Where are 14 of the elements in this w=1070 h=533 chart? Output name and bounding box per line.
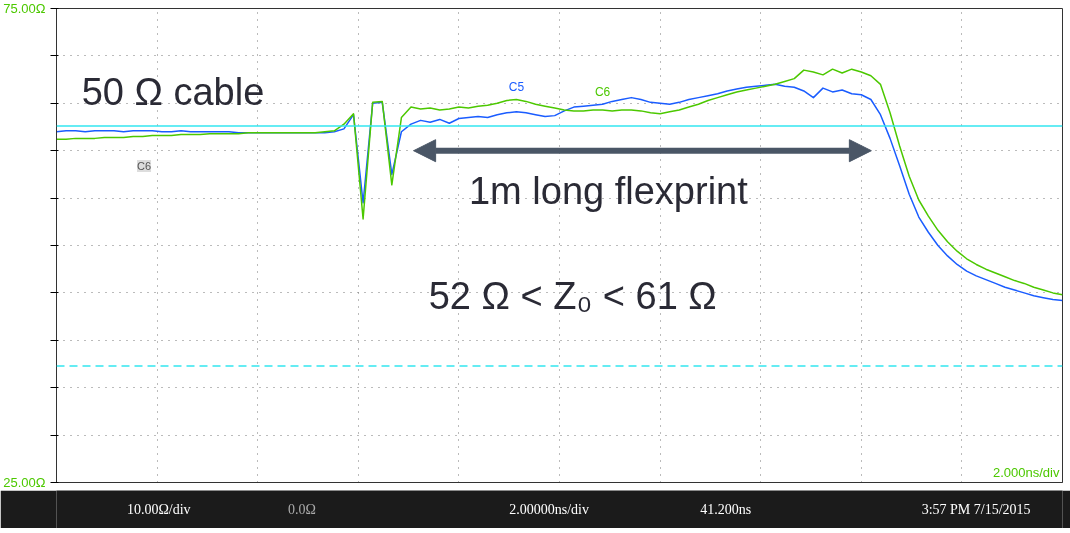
y-tick-label: 25.00Ω <box>3 475 46 490</box>
text: 3:57 PM 7/15/2015 <box>921 502 1031 517</box>
text: 2.00000ns/div <box>509 502 589 517</box>
y-tick-label: 75.00Ω <box>3 1 46 16</box>
annotation: 2.000ns/div <box>992 465 1060 481</box>
annotation: 1m long flexprint <box>468 170 749 213</box>
annotation: C6 <box>136 160 152 173</box>
text: 0.0Ω <box>287 502 316 517</box>
series-label: C5 <box>508 79 525 94</box>
text: 10.00Ω/div <box>126 502 191 517</box>
text: 41.200ns <box>700 502 752 517</box>
annotation: 52 Ω < Z₀ < 61 Ω <box>428 274 717 317</box>
series-label: C6 <box>594 84 611 99</box>
annotation: 50 Ω cable <box>81 70 265 113</box>
